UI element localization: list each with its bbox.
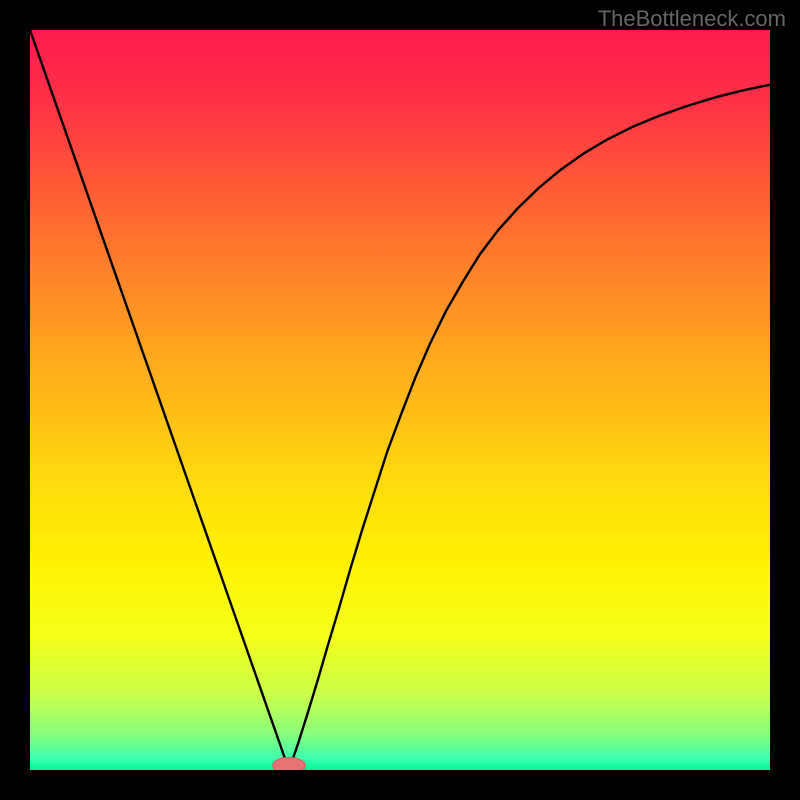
plot-area	[30, 30, 770, 770]
curve-layer	[30, 30, 770, 770]
vertex-marker	[273, 757, 306, 770]
bottleneck-curve	[30, 30, 770, 770]
watermark-text: TheBottleneck.com	[598, 6, 786, 32]
